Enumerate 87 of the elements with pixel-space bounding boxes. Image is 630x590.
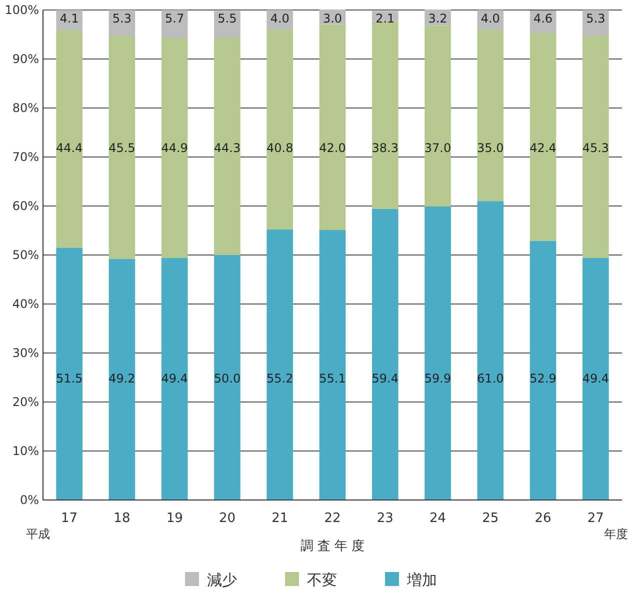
- data-label: 3.0: [322, 11, 342, 26]
- x-tick-label: 17: [61, 511, 78, 526]
- data-label: 55.1: [319, 372, 346, 386]
- y-tick-label: 30%: [12, 346, 39, 360]
- x-tick-label: 20: [218, 511, 236, 526]
- data-label: 4.1: [60, 11, 79, 26]
- x-tick-label: 27: [587, 511, 604, 526]
- data-label: 5.7: [165, 11, 184, 26]
- data-label: 37.0: [424, 141, 452, 156]
- bar: [477, 201, 504, 500]
- data-label: 59.4: [372, 372, 398, 386]
- x-tick-label: 22: [324, 511, 341, 526]
- y-tick-label: 10%: [12, 444, 39, 458]
- bar: [214, 38, 240, 255]
- data-label: 49.4: [582, 372, 610, 386]
- x-tick-label: 21: [272, 511, 288, 526]
- y-tick-label: 60%: [12, 199, 39, 213]
- data-label: 55.2: [266, 372, 294, 386]
- bar: [108, 36, 136, 259]
- bar: [582, 258, 609, 500]
- bar: [161, 258, 188, 500]
- data-label: 4.0: [270, 11, 290, 26]
- bar: [56, 248, 82, 500]
- y-tick-label: 70%: [12, 150, 39, 164]
- bar: [530, 240, 556, 500]
- y-tick-label: 20%: [12, 395, 39, 409]
- legend-label: 減少: [207, 571, 237, 589]
- bar: [424, 206, 451, 500]
- bar: [266, 30, 294, 230]
- y-tick-label: 80%: [12, 101, 39, 115]
- bar: [56, 30, 82, 248]
- data-label: 42.4: [530, 141, 556, 156]
- data-label: 51.5: [56, 372, 83, 386]
- data-label: 5.3: [112, 11, 132, 26]
- data-label: 35.0: [477, 141, 504, 156]
- data-label: 49.2: [108, 372, 136, 386]
- data-label: 38.3: [372, 141, 398, 156]
- bar: [161, 38, 188, 258]
- bar: [530, 33, 556, 241]
- bar: [372, 21, 398, 209]
- data-label: 3.2: [428, 11, 448, 26]
- data-label: 5.3: [586, 11, 606, 26]
- data-label: 4.6: [534, 11, 553, 26]
- x-tick-label: 19: [166, 511, 183, 526]
- text: 年度: [604, 527, 628, 541]
- y-tick-label: 100%: [4, 3, 39, 17]
- bar: [161, 10, 188, 38]
- bar: [214, 255, 240, 500]
- data-label: 61.0: [477, 372, 504, 386]
- x-tick-label: 18: [114, 511, 130, 526]
- data-label: 44.9: [161, 141, 188, 156]
- legend-label: 不変: [307, 571, 337, 589]
- x-tick-label: 24: [430, 511, 446, 526]
- y-tick-label: 0%: [20, 493, 39, 507]
- bar: [477, 30, 504, 202]
- data-label: 5.5: [218, 11, 237, 26]
- x-tick-label: 25: [482, 511, 499, 526]
- bar: [108, 258, 136, 500]
- data-label: 40.8: [266, 141, 294, 156]
- data-label: 50.0: [214, 372, 241, 386]
- bar: [319, 230, 346, 500]
- bar: [372, 208, 398, 500]
- bar: [424, 25, 451, 206]
- bar: [214, 10, 240, 38]
- legend-label: 増加: [406, 571, 437, 589]
- y-tick-label: 40%: [12, 297, 39, 311]
- bar: [319, 24, 346, 230]
- data-label: 4.0: [480, 11, 500, 26]
- data-label: 59.9: [424, 372, 452, 386]
- data-label: 42.0: [319, 141, 346, 156]
- x-tick-label: 23: [376, 511, 394, 526]
- text: 平成: [26, 527, 50, 541]
- x-axis-title: 調 査 年 度: [300, 538, 365, 554]
- x-tick-label: 26: [534, 511, 552, 526]
- data-label: 44.4: [56, 141, 83, 156]
- data-label: 44.3: [214, 141, 241, 156]
- data-label: 45.5: [108, 141, 136, 156]
- bar: [56, 10, 82, 30]
- data-label: 52.9: [530, 372, 556, 386]
- data-label: 2.1: [376, 11, 395, 26]
- bar: [582, 36, 609, 258]
- bar: [582, 10, 609, 36]
- bar: [266, 230, 294, 500]
- data-label: 45.3: [582, 141, 610, 156]
- y-tick-label: 90%: [12, 52, 39, 66]
- data-label: 49.4: [161, 372, 188, 386]
- y-tick-label: 50%: [12, 248, 39, 262]
